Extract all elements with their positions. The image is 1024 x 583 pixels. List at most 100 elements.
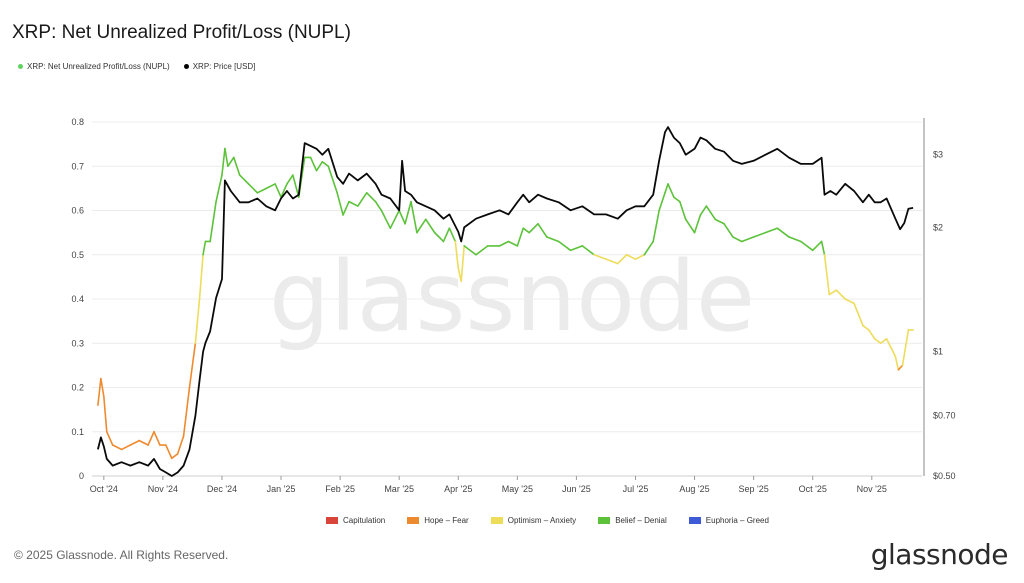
- nupl-segment-30: [274, 183, 282, 199]
- x-tick-label-12: Oct '25: [799, 484, 827, 494]
- y-left-tick-7: 0.7: [71, 161, 84, 171]
- nupl-segment-79: [658, 192, 666, 212]
- nupl-segment-24: [227, 156, 235, 168]
- legend-item-nupl[interactable]: XRP: Net Unrealized Profit/Loss (NUPL): [18, 62, 170, 71]
- swatch-capitulation: [326, 517, 338, 524]
- nupl-segment-23: [224, 147, 229, 168]
- series-layer: [97, 126, 914, 477]
- y-left-tick-5: 0.5: [71, 250, 84, 260]
- legend-label-price: XRP: Price [USD]: [192, 62, 256, 71]
- legend-belief-denial-label: Belief – Denial: [615, 516, 667, 525]
- nupl-segment-12: [170, 453, 179, 460]
- nupl-segment-51: [416, 218, 427, 234]
- nupl-segment-109: [894, 355, 900, 371]
- nupl-segment-84: [684, 218, 696, 234]
- nupl-segment-63: [507, 240, 519, 247]
- nupl-segment-17: [198, 253, 204, 300]
- nupl-segment-29: [265, 183, 276, 190]
- nupl-segment-50: [410, 200, 418, 234]
- nupl-segment-111: [901, 329, 910, 367]
- nupl-segment-37: [315, 161, 324, 172]
- nupl-segment-95: [788, 236, 802, 243]
- axes: 0 0.1 0.2 0.3 0.4 0.5 0.6 0.7 0.8 $0.50 $0.70 $1 $2 $…: [71, 117, 955, 494]
- nupl-segment-27: [247, 183, 259, 194]
- nupl-segment-110: [897, 364, 904, 371]
- nupl-segment-65: [522, 227, 530, 234]
- nupl-segment-32: [286, 174, 294, 185]
- nupl-segment-52: [424, 218, 436, 234]
- legend-hope-fear-label: Hope – Fear: [424, 516, 469, 525]
- legend-hope-fear[interactable]: Hope – Fear: [407, 516, 469, 525]
- nupl-segment-101: [835, 289, 847, 300]
- nupl-segment-75: [625, 253, 637, 260]
- nupl-segment-6: [129, 439, 141, 446]
- legend-belief-denial[interactable]: Belief – Denial: [598, 516, 667, 525]
- x-tick-label-13: Nov '25: [857, 484, 887, 494]
- nupl-segment-71: [581, 245, 595, 256]
- nupl-segment-38: [321, 161, 330, 168]
- x-tick-label-10: Aug '25: [679, 484, 709, 494]
- y-left-tick-1: 0.1: [71, 427, 84, 437]
- nupl-segment-4: [111, 444, 123, 451]
- legend-euphoria-greed-label: Euphoria – Greed: [705, 516, 769, 525]
- swatch-hope-fear: [407, 517, 420, 524]
- nupl-segment-41: [342, 200, 350, 216]
- nupl-segment-70: [569, 245, 584, 252]
- nupl-segment-0: [97, 377, 102, 407]
- nupl-segment-85: [693, 214, 702, 234]
- x-tick-label-7: May '25: [502, 484, 533, 494]
- legend-capitulation-label: Capitulation: [343, 516, 386, 525]
- nupl-segment-78: [652, 209, 660, 243]
- glassnode-logo[interactable]: glassnode: [870, 538, 1009, 571]
- nupl-segment-81: [667, 183, 675, 199]
- nupl-segment-14: [182, 386, 191, 437]
- nupl-segment-45: [374, 200, 383, 212]
- nupl-segment-55: [448, 227, 457, 243]
- nupl-segment-16: [194, 298, 201, 345]
- nupl-segment-40: [336, 192, 344, 216]
- nupl-segment-54: [442, 227, 451, 243]
- legend-capitulation[interactable]: Capitulation: [326, 516, 385, 525]
- nupl-segment-53: [433, 231, 445, 243]
- nupl-segment-15: [188, 342, 197, 389]
- zone-legend: Capitulation Hope – Fear Optimism – Anxi…: [326, 516, 769, 525]
- nupl-segment-103: [853, 302, 864, 327]
- legend-euphoria-greed[interactable]: Euphoria – Greed: [688, 516, 769, 525]
- legend-dot-nupl: [18, 64, 23, 69]
- nupl-segment-106: [873, 338, 882, 345]
- legend-optimism-anxiety-label: Optimism – Anxiety: [507, 516, 577, 525]
- nupl-segment-87: [705, 205, 717, 221]
- legend-item-price[interactable]: XRP: Price [USD]: [183, 62, 256, 71]
- nupl-segment-77: [643, 240, 655, 256]
- nupl-segment-22: [221, 147, 226, 176]
- swatch-belief-denial: [598, 517, 611, 524]
- x-tick-label-4: Feb '25: [325, 484, 355, 494]
- legend-optimism-anxiety[interactable]: Optimism – Anxiety: [490, 516, 577, 525]
- nupl-segment-76: [634, 253, 646, 260]
- copyright-text: © 2025 Glassnode. All Rights Reserved.: [14, 548, 229, 562]
- nupl-segment-99: [823, 253, 831, 296]
- nupl-segment-82: [673, 196, 681, 203]
- y-right-tick-1: $0.70: [933, 411, 956, 421]
- nupl-segment-58: [460, 245, 465, 283]
- nupl-segment-86: [699, 205, 708, 216]
- nupl-segment-7: [138, 439, 149, 446]
- x-tick-label-0: Oct '24: [90, 484, 118, 494]
- nupl-segment-105: [868, 329, 876, 340]
- x-tick-label-1: Nov '24: [148, 484, 178, 494]
- nupl-segment-28: [256, 187, 268, 194]
- nupl-segment-89: [723, 222, 734, 238]
- y-right-tick-3: $2: [933, 222, 943, 232]
- nupl-segment-11: [165, 444, 173, 460]
- price-line: [97, 126, 914, 477]
- x-tick-label-8: Jun '25: [562, 484, 591, 494]
- nupl-segment-8: [147, 430, 155, 446]
- nupl-segment-80: [664, 183, 669, 194]
- nupl-segment-13: [176, 435, 185, 455]
- nupl-segment-93: [764, 227, 779, 234]
- x-tick-label-3: Jan '25: [267, 484, 296, 494]
- nupl-segment-49: [404, 200, 412, 225]
- nupl-segment-42: [348, 200, 359, 207]
- nupl-segment-69: [557, 240, 572, 252]
